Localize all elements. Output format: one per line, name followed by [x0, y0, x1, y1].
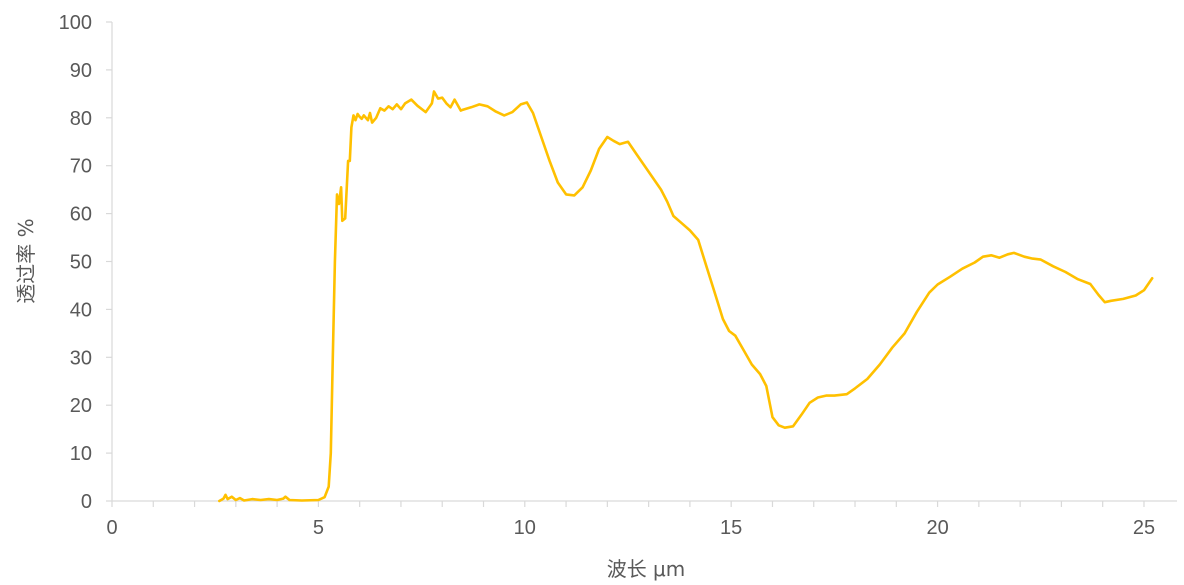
y-tick-label: 50: [70, 252, 92, 274]
y-tick-label: 100: [59, 12, 92, 34]
y-tick-label: 90: [70, 60, 92, 82]
transmittance-series-line: [218, 90, 1154, 503]
y-tick-label: 60: [70, 204, 92, 226]
x-tick-label: 25: [1133, 517, 1155, 539]
x-axis-title: 波长 μm: [607, 557, 686, 581]
x-tick-label: 10: [514, 517, 536, 539]
y-tick-label: 40: [70, 299, 92, 321]
y-axis-title: 透过率 %: [14, 218, 38, 303]
x-tick-label: 15: [720, 517, 742, 539]
y-tick-label: 30: [70, 347, 92, 369]
y-tick-label: 10: [70, 443, 92, 465]
y-tick-label: 20: [70, 395, 92, 417]
x-tick-label: 5: [313, 517, 324, 539]
y-tick-label: 0: [81, 491, 92, 513]
y-axis-ticks: 0 10 20 30 40 50 60 70 80 90 100: [59, 12, 112, 513]
y-tick-label: 80: [70, 108, 92, 130]
x-axis-ticks: 0 5 10 15 20 25: [106, 501, 1155, 539]
x-tick-label: 0: [106, 517, 117, 539]
x-tick-label: 20: [926, 517, 948, 539]
y-tick-label: 70: [70, 156, 92, 178]
series-layer: [218, 90, 1154, 503]
